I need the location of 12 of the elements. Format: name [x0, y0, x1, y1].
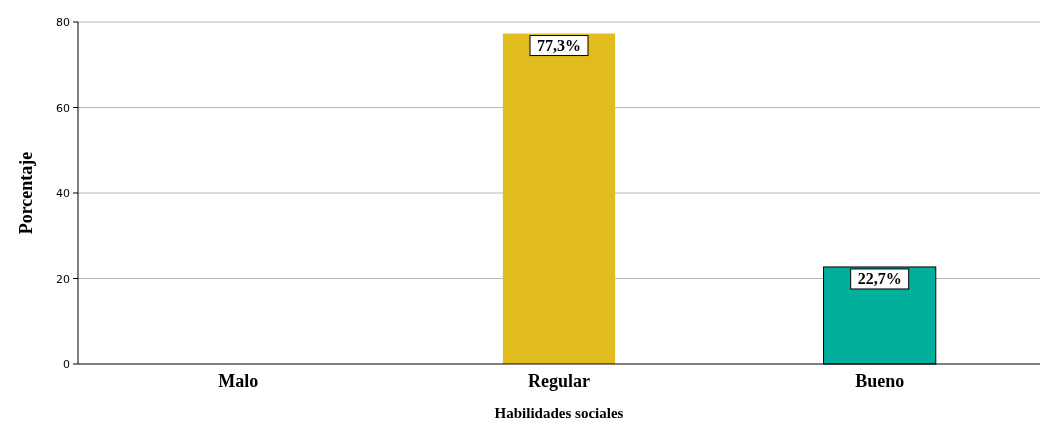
y-tick-label: 20 — [56, 272, 70, 286]
y-tick-label: 60 — [56, 101, 70, 115]
y-tick-label: 40 — [56, 187, 70, 200]
data-label: 22,7% — [857, 269, 902, 287]
x-tick-label: Regular — [528, 371, 590, 391]
y-tick-label: 0 — [63, 358, 70, 371]
x-axis-title: Habilidades sociales — [494, 405, 624, 421]
y-axis-title: Porcentaje — [16, 151, 36, 235]
x-tick-label: Malo — [218, 371, 259, 391]
data-label: 77,3% — [537, 36, 581, 54]
y-tick-label: 80 — [56, 16, 70, 29]
x-tick-label: Bueno — [855, 371, 905, 391]
